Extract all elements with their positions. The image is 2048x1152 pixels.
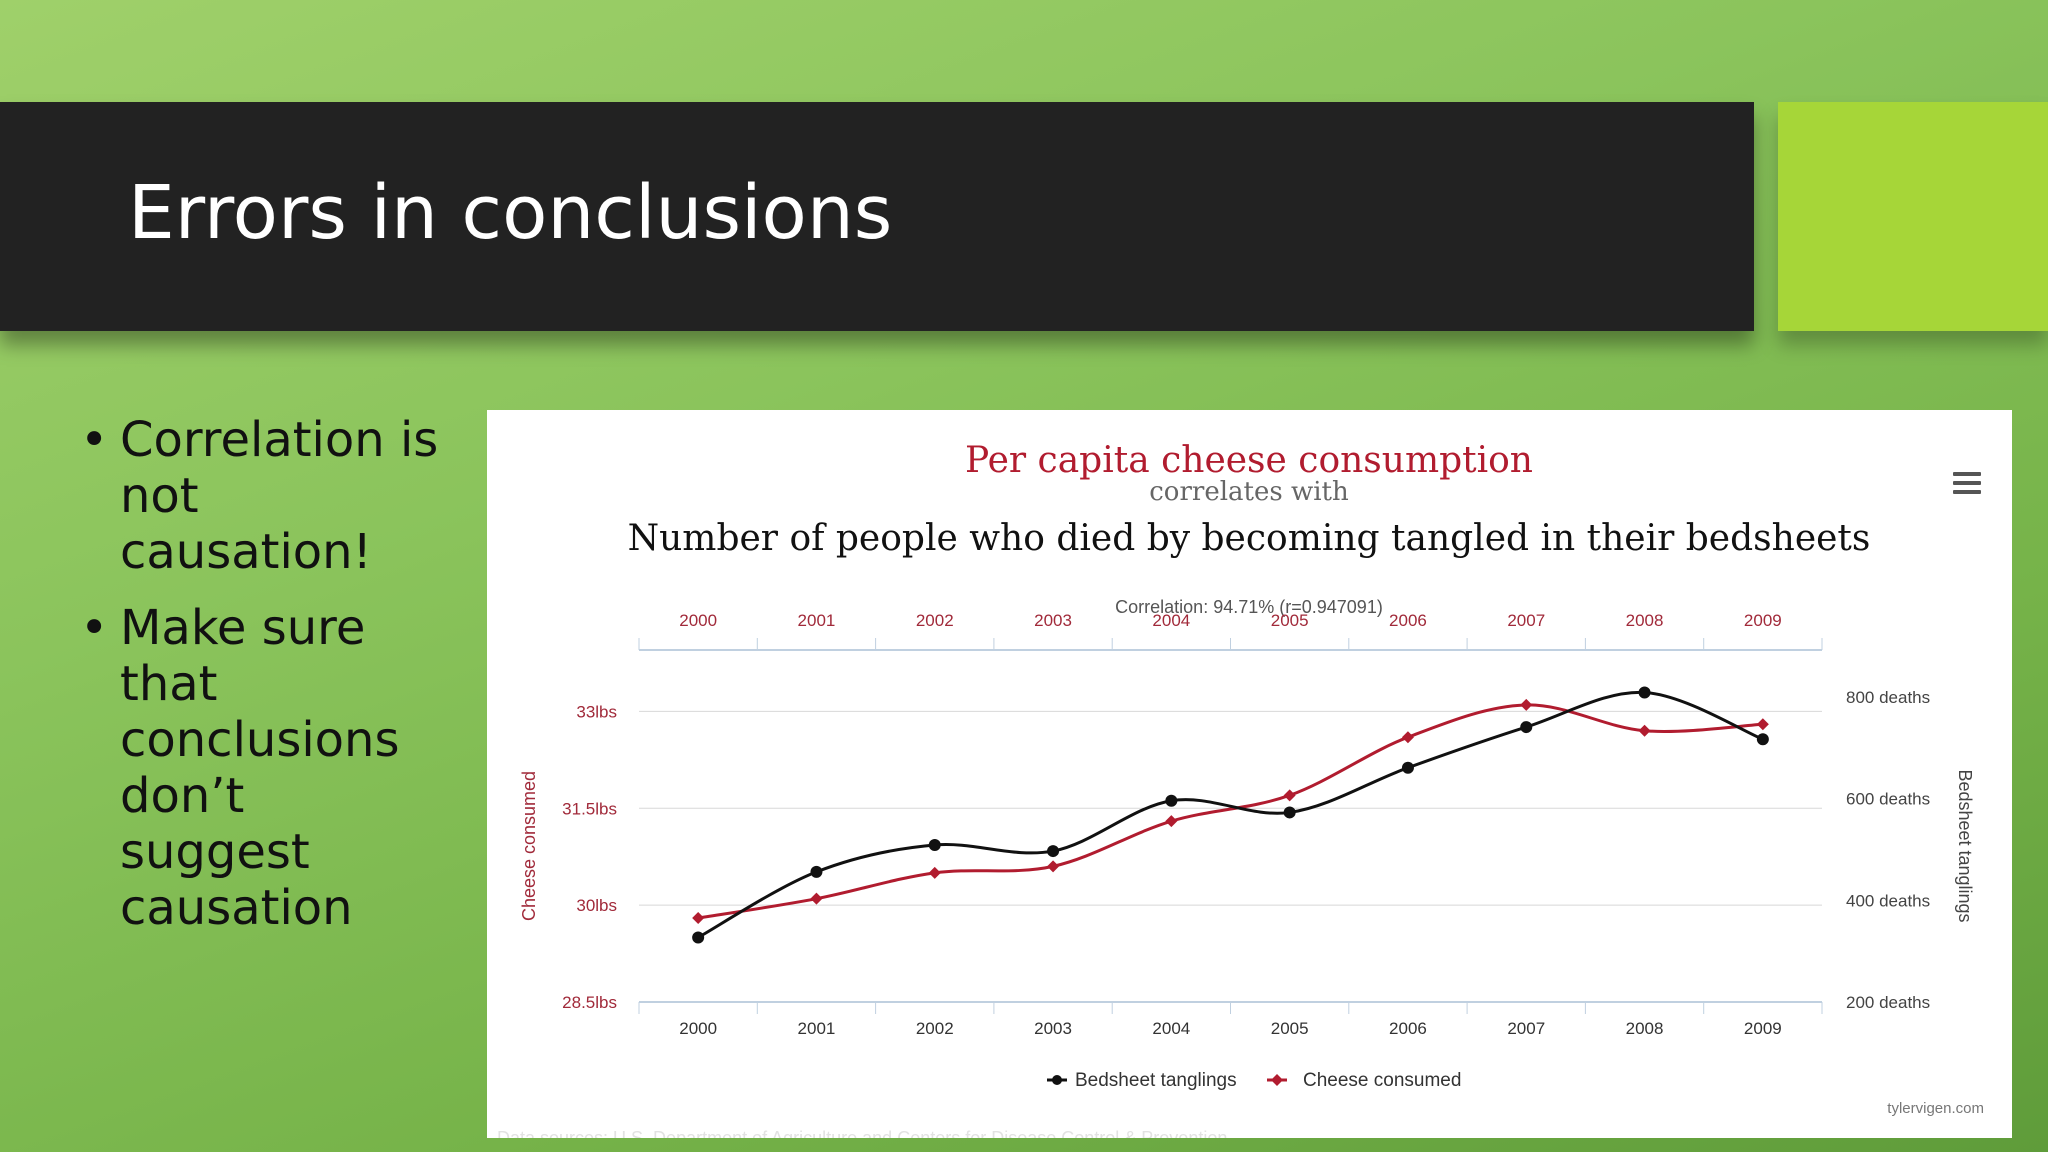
chart-correlation: Correlation: 94.71% (r=0.947091) xyxy=(1115,597,1383,617)
accent-box xyxy=(1778,102,2048,331)
data-point-cheese[interactable] xyxy=(1047,860,1060,873)
legend-item-cheese[interactable]: Cheese consumed xyxy=(1267,1070,1461,1091)
x-top-tick-label: 2000 xyxy=(679,611,717,630)
bullet-text: Correlation is not causation! xyxy=(120,412,439,580)
data-point-bedsheet[interactable] xyxy=(1520,721,1533,734)
legend-marker-cheese xyxy=(1271,1074,1283,1086)
legend-label-bedsheet: Bedsheet tanglings xyxy=(1075,1070,1237,1091)
data-point-bedsheet[interactable] xyxy=(1047,845,1060,858)
x-tick-label: 2000 xyxy=(679,1019,717,1038)
chart-connector: correlates with xyxy=(1149,477,1349,507)
x-top-tick-label: 2008 xyxy=(1626,611,1664,630)
chart-footnote: Data sources: U.S. Department of Agricul… xyxy=(497,1128,1227,1138)
x-tick-label: 2005 xyxy=(1271,1019,1309,1038)
chart-panel: Per capita cheese consumption correlates… xyxy=(487,410,2012,1138)
data-point-cheese[interactable] xyxy=(1520,698,1533,711)
bullet-glyph: • xyxy=(80,600,109,656)
x-tick-label: 2001 xyxy=(798,1019,836,1038)
menu-bar xyxy=(1953,481,1981,485)
legend-label-cheese: Cheese consumed xyxy=(1303,1070,1461,1091)
bullet-list: • Correlation is not causation! • Make s… xyxy=(80,412,440,956)
data-point-bedsheet[interactable] xyxy=(1401,761,1414,774)
y-right-tick-label: 800 deaths xyxy=(1846,688,1930,707)
data-point-cheese[interactable] xyxy=(810,892,823,905)
data-point-bedsheet[interactable] xyxy=(692,931,705,944)
legend-marker-bedsheet xyxy=(1052,1075,1062,1085)
x-tick-label: 2009 xyxy=(1744,1019,1782,1038)
x-top-tick-label: 2007 xyxy=(1507,611,1545,630)
series-line-bedsheet xyxy=(697,691,1764,939)
x-top-tick-label: 2003 xyxy=(1034,611,1072,630)
bullet-glyph: • xyxy=(80,412,109,468)
x-tick-label: 2003 xyxy=(1034,1019,1072,1038)
bullet-text: Make sure that conclusions don’t suggest… xyxy=(120,600,400,936)
data-point-cheese[interactable] xyxy=(1283,789,1296,802)
x-tick-label: 2006 xyxy=(1389,1019,1427,1038)
data-point-cheese[interactable] xyxy=(1401,731,1414,744)
x-top-tick-label: 2004 xyxy=(1152,611,1190,630)
data-point-bedsheet[interactable] xyxy=(1756,733,1769,746)
y-right-label: Bedsheet tanglings xyxy=(1955,769,1975,922)
x-top-tick-label: 2001 xyxy=(798,611,836,630)
y-right-tick-label: 400 deaths xyxy=(1846,891,1930,910)
slide-title: Errors in conclusions xyxy=(128,170,893,256)
menu-bar xyxy=(1953,472,1981,476)
y-right-tick-label: 200 deaths xyxy=(1846,993,1930,1012)
y-right-tick-label: 600 deaths xyxy=(1846,790,1930,809)
chart-svg: Per capita cheese consumption correlates… xyxy=(497,440,1984,1138)
y-left-tick-label: 31.5lbs xyxy=(562,799,617,818)
data-point-cheese[interactable] xyxy=(1638,724,1651,737)
data-point-cheese[interactable] xyxy=(692,912,705,925)
x-top-tick-label: 2005 xyxy=(1271,611,1309,630)
axis-layer: 28.5lbs 30lbs 31.5lbs 33lbs 200 deaths 400 de… xyxy=(562,611,1930,1038)
data-point-bedsheet[interactable] xyxy=(1283,806,1296,819)
bullet-item: • Make sure that conclusions don’t sugge… xyxy=(80,600,440,936)
x-tick-label: 2008 xyxy=(1626,1019,1664,1038)
x-top-tick-label: 2002 xyxy=(916,611,954,630)
menu-bar xyxy=(1953,490,1981,494)
data-point-bedsheet[interactable] xyxy=(928,838,941,851)
x-tick-label: 2002 xyxy=(916,1019,954,1038)
chart-title: Per capita cheese consumption xyxy=(965,440,1533,481)
y-left-tick-label: 33lbs xyxy=(576,702,617,721)
x-top-tick-label: 2009 xyxy=(1744,611,1782,630)
data-point-cheese[interactable] xyxy=(928,866,941,879)
x-top-tick-label: 2006 xyxy=(1389,611,1427,630)
legend-item-bedsheet[interactable]: Bedsheet tanglings xyxy=(1047,1070,1237,1091)
y-left-tick-label: 30lbs xyxy=(576,896,617,915)
data-point-cheese[interactable] xyxy=(1165,815,1178,828)
data-point-bedsheet[interactable] xyxy=(1165,794,1178,807)
chart-menu-icon[interactable] xyxy=(1953,472,1981,494)
series-layer xyxy=(692,686,1769,944)
chart-subtitle: Number of people who died by becoming ta… xyxy=(628,518,1871,559)
title-bar xyxy=(0,102,1754,331)
data-point-bedsheet[interactable] xyxy=(1638,686,1651,699)
y-left-label: Cheese consumed xyxy=(519,771,539,921)
y-left-tick-label: 28.5lbs xyxy=(562,993,617,1012)
x-tick-label: 2007 xyxy=(1507,1019,1545,1038)
x-tick-label: 2004 xyxy=(1152,1019,1190,1038)
bullet-item: • Correlation is not causation! xyxy=(80,412,440,580)
chart-credit[interactable]: tylervigen.com xyxy=(1887,1100,1984,1117)
chart-legend[interactable]: Bedsheet tanglings Cheese consumed xyxy=(1047,1070,1461,1091)
series-line-cheese xyxy=(697,703,1763,920)
data-point-cheese[interactable] xyxy=(1756,718,1769,731)
data-point-bedsheet[interactable] xyxy=(810,865,823,878)
